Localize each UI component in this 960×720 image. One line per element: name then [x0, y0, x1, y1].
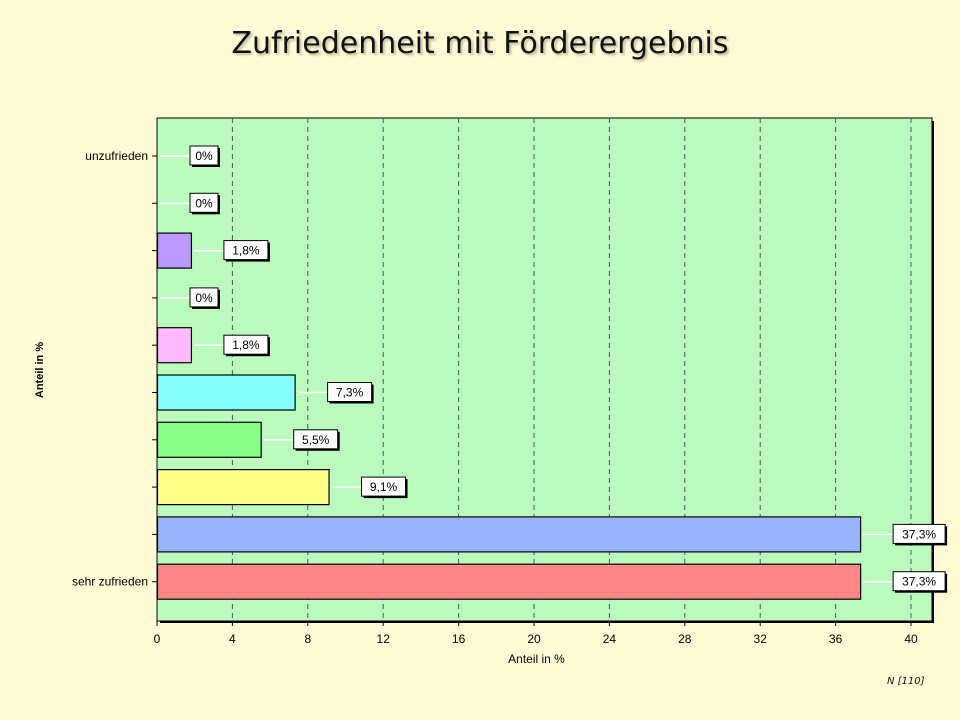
data-label: 7,3% — [336, 386, 364, 400]
data-label: 1,8% — [232, 338, 260, 352]
bar — [156, 563, 862, 600]
data-label: 0% — [195, 196, 213, 210]
data-label: 1,8% — [232, 244, 260, 258]
data-label-box — [361, 476, 407, 497]
sample-size-note: N [110] — [887, 676, 925, 687]
y-category-label: sehr zufrieden — [72, 575, 148, 589]
y-axis-label: Anteil in % — [34, 342, 46, 398]
bar — [156, 516, 862, 553]
data-label-box — [189, 287, 219, 308]
data-label: 0% — [195, 149, 213, 163]
x-tick-label: 12 — [377, 632, 391, 646]
bar — [156, 232, 193, 269]
x-axis-label: Anteil in % — [508, 652, 565, 666]
data-label: 0% — [195, 291, 213, 305]
x-tick-label: 40 — [904, 632, 918, 646]
x-tick-label: 8 — [304, 632, 311, 646]
x-tick-label: 28 — [678, 632, 692, 646]
bar — [156, 327, 193, 364]
data-label-box — [189, 192, 219, 213]
bar — [156, 469, 330, 506]
data-label-box — [223, 240, 269, 261]
data-label-box — [327, 382, 373, 402]
data-label-box — [892, 571, 946, 592]
data-label: 37,3% — [902, 527, 936, 541]
x-tick-label: 32 — [754, 632, 768, 646]
x-tick-label: 20 — [527, 632, 541, 646]
bar — [156, 374, 296, 411]
data-label-box — [293, 429, 339, 450]
data-label: 37,3% — [902, 575, 936, 589]
data-label-box — [892, 523, 946, 544]
data-label: 5,5% — [302, 433, 330, 447]
chart-title: Zufriedenheit mit Förderergebnis — [231, 26, 729, 61]
x-tick-label: 0 — [154, 632, 161, 646]
data-label-box — [223, 334, 269, 355]
data-label-box — [189, 145, 219, 166]
x-tick-label: 24 — [603, 632, 617, 646]
bar — [156, 421, 262, 458]
data-label: 9,1% — [370, 480, 398, 494]
x-tick-label: 4 — [229, 632, 236, 646]
x-tick-label: 16 — [452, 632, 466, 646]
y-category-label: unzufrieden — [85, 149, 148, 163]
x-tick-label: 36 — [829, 632, 843, 646]
